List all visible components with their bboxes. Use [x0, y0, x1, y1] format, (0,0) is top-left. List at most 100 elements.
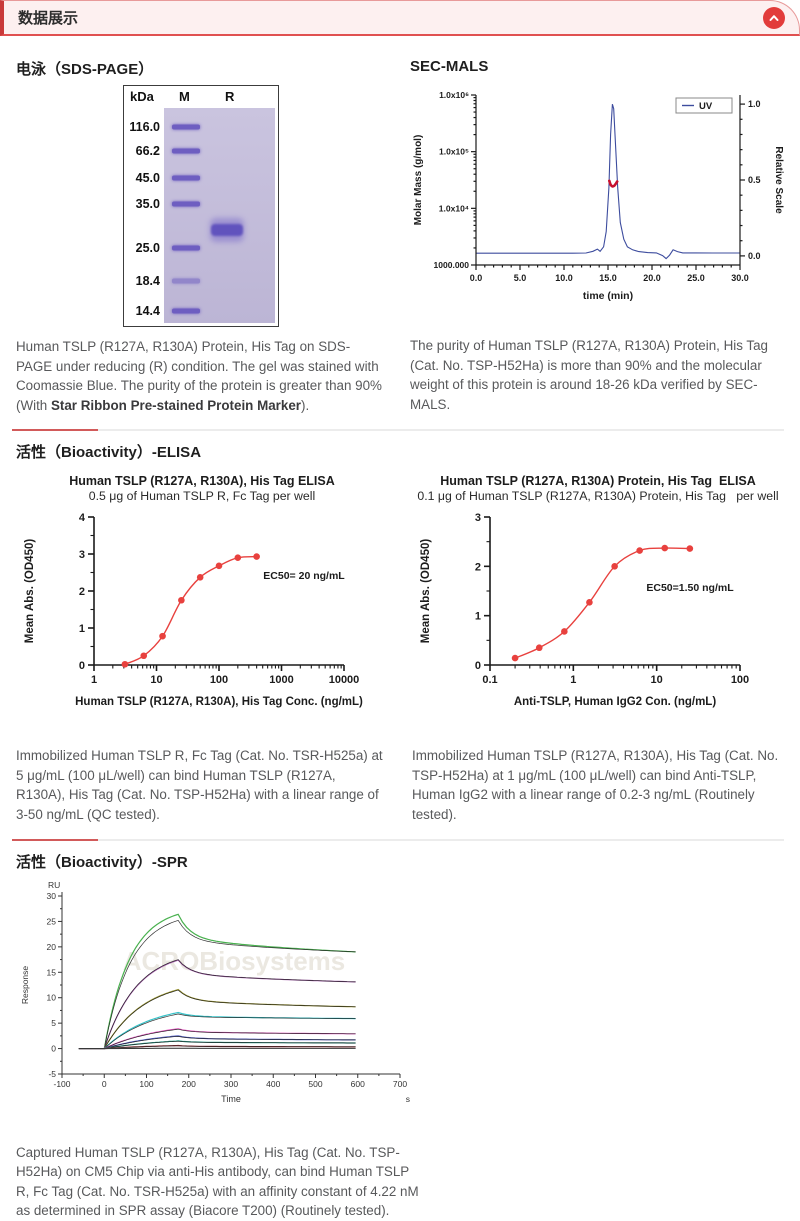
elisa-right-figure: Human TSLP (R127A, R130A) Protein, His T…: [412, 468, 784, 824]
svg-text:600: 600: [351, 1079, 365, 1089]
svg-text:10: 10: [651, 674, 663, 686]
sec-mals-caption: The purity of Human TSLP (R127A, R130A) …: [410, 338, 769, 412]
svg-text:1.0: 1.0: [748, 99, 761, 109]
svg-text:Anti-TSLP, Human IgG2 Con. (ng: Anti-TSLP, Human IgG2 Con. (ng/mL): [514, 696, 716, 708]
svg-text:1.0x10⁶: 1.0x10⁶: [439, 90, 469, 100]
spr-chart: ACROBiosystems -5 0 5 10 15 20 25 30 -100 0 100 200 3…: [20, 880, 410, 1104]
gel-marker-band: [172, 201, 200, 207]
chevron-up-icon: [769, 14, 779, 21]
svg-text:0: 0: [102, 1079, 107, 1089]
gel-col-kda: kDa: [130, 89, 154, 104]
svg-text:ACROBiosystems: ACROBiosystems: [123, 946, 346, 976]
svg-text:200: 200: [182, 1079, 196, 1089]
svg-text:1.0x10⁴: 1.0x10⁴: [439, 203, 469, 213]
elisa-right-chart: 0 1 2 3 0.1 1 10 100 EC50=1.50 ng/mL Anti-TSLP, H…: [420, 512, 749, 708]
svg-text:Mean Abs. (OD450): Mean Abs. (OD450): [24, 539, 36, 644]
svg-text:Relative Scale: Relative Scale: [773, 146, 784, 214]
svg-text:time (min): time (min): [583, 290, 633, 302]
svg-text:5: 5: [51, 1018, 56, 1028]
elisa-right-chart-subtitle: 0.1 μg of Human TSLP (R127A, R130A) Prot…: [417, 489, 779, 504]
svg-text:20.0: 20.0: [643, 273, 661, 283]
sds-page-gel-figure: kDa M R 116.0 66.2 45.0 35.0 25.0 18.4 14.4: [123, 85, 279, 327]
divider-accent: [12, 429, 98, 432]
svg-text:1: 1: [475, 611, 481, 623]
gel-col-marker: M: [179, 89, 190, 104]
content: 电泳（SDS-PAGE） kDa M R 116.0 66.2 45.0 35.0 25…: [0, 36, 800, 1221]
svg-text:100: 100: [731, 674, 749, 686]
gel-marker-label: 18.4: [135, 273, 160, 288]
svg-text:s: s: [406, 1094, 410, 1104]
section-divider-2: [12, 838, 784, 841]
elisa-left-caption: Immobilized Human TSLP R, Fc Tag (Cat. N…: [16, 748, 383, 822]
svg-text:1000: 1000: [269, 674, 293, 686]
svg-text:10.0: 10.0: [555, 273, 573, 283]
gel-marker-band: [172, 278, 200, 284]
svg-text:0.5: 0.5: [748, 175, 761, 185]
gel-marker-band: [172, 148, 200, 154]
elisa-left-figure: Human TSLP (R127A, R130A), His Tag ELISA…: [16, 468, 388, 824]
svg-text:0: 0: [79, 660, 85, 672]
gel-marker-band: [172, 308, 200, 314]
svg-text:300: 300: [224, 1079, 238, 1089]
gel-marker-band: [172, 124, 200, 130]
section-header: 数据展示: [0, 0, 800, 36]
svg-text:Response: Response: [20, 965, 30, 1004]
svg-text:10: 10: [47, 992, 57, 1002]
svg-text:700: 700: [393, 1079, 407, 1089]
svg-text:3: 3: [475, 512, 481, 524]
gel-marker-label: 25.0: [135, 240, 160, 255]
svg-text:0: 0: [51, 1043, 56, 1053]
svg-text:Human TSLP (R127A, R130A), His: Human TSLP (R127A, R130A), His Tag Conc.…: [75, 696, 363, 708]
elisa-right-chart-title: Human TSLP (R127A, R130A) Protein, His T…: [440, 474, 756, 489]
sds-page-title: 电泳（SDS-PAGE）: [16, 61, 154, 78]
elisa-charts-row: Human TSLP (R127A, R130A), His Tag ELISA…: [16, 468, 784, 824]
svg-text:1: 1: [91, 674, 97, 686]
svg-text:100: 100: [139, 1079, 153, 1089]
svg-text:400: 400: [266, 1079, 280, 1089]
section-sec-mals: SEC-MALS 1000.000 1.0x10⁴ 1.0x10⁵ 1.0x10⁶ 0.…: [410, 48, 784, 415]
svg-text:2: 2: [475, 562, 481, 574]
sec-mals-title: SEC-MALS: [410, 58, 489, 75]
divider-accent-2: [12, 838, 98, 841]
gel-sample-band: [211, 224, 243, 237]
gel-col-reduced: R: [225, 89, 235, 104]
gel-marker-label: 14.4: [135, 304, 160, 319]
svg-text:2: 2: [79, 586, 85, 598]
svg-text:RU: RU: [48, 880, 60, 890]
svg-text:1: 1: [570, 674, 576, 686]
svg-text:1.0x10⁵: 1.0x10⁵: [439, 147, 469, 157]
svg-text:0.0: 0.0: [748, 251, 761, 261]
svg-text:0.1: 0.1: [482, 674, 497, 686]
svg-text:5.0: 5.0: [514, 273, 527, 283]
gel-marker-label: 35.0: [135, 196, 160, 211]
elisa-section-title: 活性（Bioactivity）-ELISA: [16, 444, 202, 462]
row-gel-secmals: 电泳（SDS-PAGE） kDa M R 116.0 66.2 45.0 35.0 25…: [16, 48, 784, 415]
svg-text:Time: Time: [221, 1094, 241, 1104]
svg-text:30.0: 30.0: [731, 273, 749, 283]
svg-text:4: 4: [79, 512, 86, 524]
svg-text:10000: 10000: [329, 674, 360, 686]
svg-text:UV: UV: [699, 101, 713, 112]
svg-text:1000.000: 1000.000: [434, 260, 470, 270]
section-divider: [12, 429, 784, 432]
collapse-button[interactable]: [763, 6, 785, 29]
gel-marker-band: [172, 245, 200, 250]
svg-text:30: 30: [47, 891, 57, 901]
svg-text:0.0: 0.0: [470, 273, 483, 283]
svg-text:15: 15: [47, 967, 57, 977]
svg-text:20: 20: [47, 941, 57, 951]
elisa-right-caption: Immobilized Human TSLP (R127A, R130A), H…: [412, 748, 779, 822]
svg-text:3: 3: [79, 549, 85, 561]
svg-text:0: 0: [475, 660, 481, 672]
svg-text:-100: -100: [53, 1079, 70, 1089]
gel-marker-label: 116.0: [129, 120, 160, 135]
gel-marker-label: 45.0: [135, 171, 160, 186]
sds-page-caption: Human TSLP (R127A, R130A) Protein, His T…: [16, 337, 386, 415]
svg-text:-5: -5: [48, 1069, 56, 1079]
gel-marker-label: 66.2: [135, 143, 160, 158]
svg-text:1: 1: [79, 623, 85, 635]
svg-text:10: 10: [150, 674, 162, 686]
svg-text:EC50=1.50 ng/mL: EC50=1.50 ng/mL: [646, 582, 734, 594]
